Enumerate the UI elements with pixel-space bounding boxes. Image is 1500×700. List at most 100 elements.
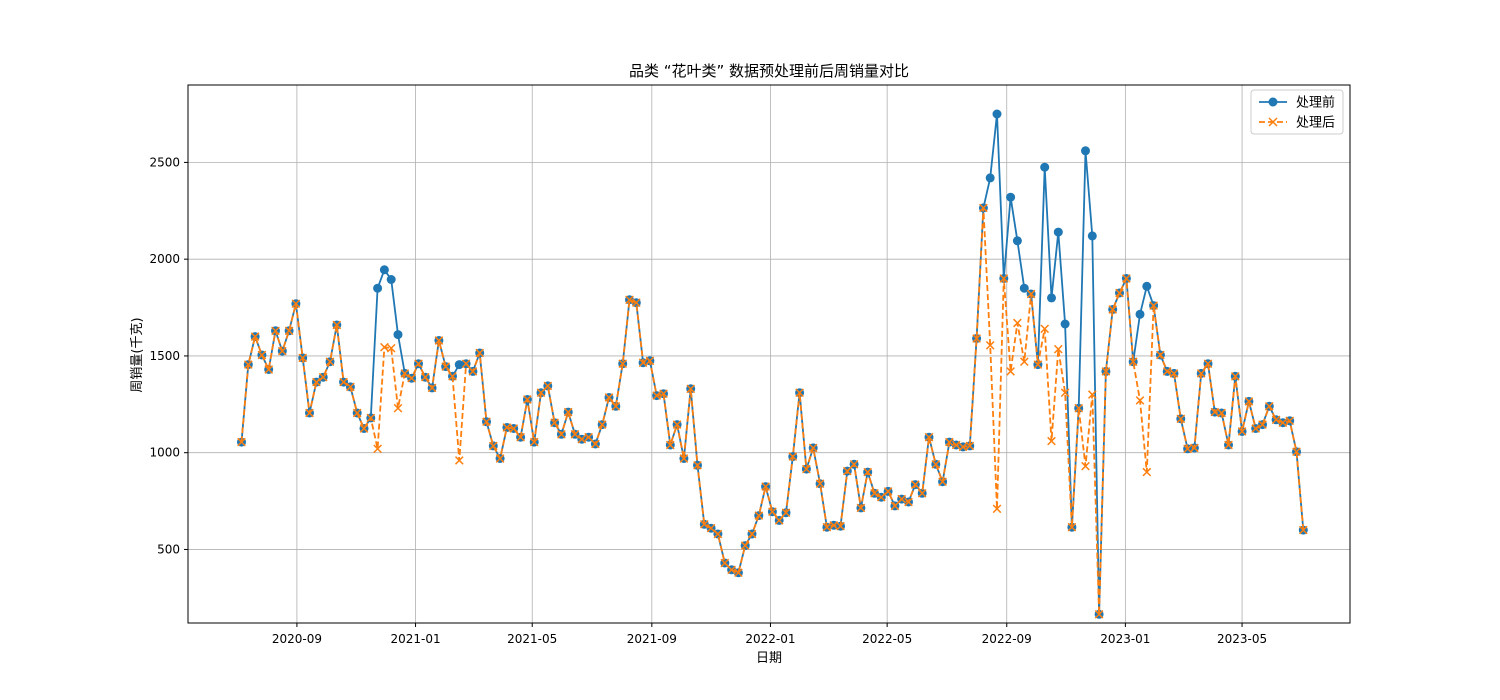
data-point-after: [1285, 416, 1295, 426]
data-point-after: [277, 346, 287, 356]
data-point-after: [250, 332, 260, 341]
legend-label-after: 处理后: [1296, 116, 1335, 131]
data-point-after: [563, 407, 573, 417]
data-point-before: [1135, 309, 1145, 319]
y-tick-label: 500: [157, 542, 180, 556]
data-point-after: [836, 521, 845, 531]
data-point-after: [434, 336, 444, 345]
data-point-after: [264, 365, 274, 374]
data-point-after: [237, 437, 246, 447]
data-point-after: [720, 558, 730, 568]
data-point-after: [1156, 350, 1165, 360]
data-point-after: [999, 274, 1009, 283]
data-point-after: [400, 369, 410, 378]
data-point-after: [448, 371, 457, 381]
data-point-after: [645, 356, 655, 366]
x-tick-label: 2023-05: [1217, 632, 1267, 646]
data-point-after: [1292, 447, 1301, 457]
data-point-before: [1012, 236, 1022, 246]
y-axis-label: 周销量(千克): [130, 317, 145, 392]
data-point-after: [523, 395, 532, 404]
data-point-after: [1108, 305, 1118, 314]
data-point-after: [1040, 324, 1050, 334]
data-point-after: [257, 350, 267, 360]
data-point-after: [441, 362, 451, 371]
data-point-after: [965, 441, 975, 451]
data-point-after: [570, 429, 580, 439]
data-point-after: [734, 568, 743, 578]
data-point-after: [795, 388, 804, 398]
data-point-after: [1217, 408, 1226, 418]
x-tick-label: 2022-09: [982, 632, 1032, 646]
data-point-before: [1047, 293, 1056, 303]
data-point-after: [870, 488, 879, 498]
legend: 处理前 处理后: [1250, 89, 1344, 135]
data-point-after: [1074, 403, 1084, 413]
data-point-after: [1244, 397, 1254, 406]
y-tick-label: 1000: [149, 446, 180, 460]
data-point-after: [243, 360, 253, 369]
data-point-after: [1224, 440, 1233, 450]
data-point-after: [284, 326, 294, 336]
data-point-after: [822, 522, 832, 532]
data-point-after: [910, 480, 920, 489]
data-point-after: [686, 384, 696, 394]
data-point-after: [482, 417, 491, 427]
data-point-after: [325, 357, 335, 367]
data-point-after: [802, 464, 811, 474]
data-point-after: [652, 391, 662, 400]
data-point-after: [727, 565, 736, 575]
data-point-after: [1019, 357, 1029, 367]
data-point-after: [856, 503, 866, 513]
data-point-after: [380, 342, 389, 352]
data-point-after: [740, 541, 750, 550]
data-point-after: [543, 381, 553, 391]
data-point-after: [747, 529, 757, 539]
x-axis-ticks: 2020-09 2021-01 2021-05 2021-09 2022-01 2022-…: [272, 623, 1267, 646]
data-point-after: [536, 388, 546, 398]
data-point-after: [985, 340, 995, 350]
y-tick-label: 1500: [149, 349, 180, 363]
data-point-before: [1019, 283, 1029, 293]
data-point-after: [768, 507, 777, 517]
series-line-before: [240, 113, 1305, 616]
data-point-after: [1162, 367, 1172, 376]
x-tick-label: 2022-05: [862, 632, 912, 646]
data-point-after: [584, 432, 593, 442]
data-point-after: [393, 403, 403, 413]
data-point-after: [979, 203, 988, 213]
data-point-after: [1176, 414, 1186, 424]
data-point-after: [495, 454, 505, 463]
data-point-after: [407, 373, 416, 383]
data-point-after: [550, 418, 559, 428]
x-tick-label: 2022-01: [745, 632, 795, 646]
data-point-after: [373, 444, 382, 454]
data-point-after: [420, 372, 430, 382]
data-point-after: [842, 466, 852, 476]
y-axis-ticks: 500 1000 1500 2000 2500: [149, 155, 188, 556]
data-point-after: [1115, 288, 1124, 298]
legend-marker-before: [1268, 97, 1278, 107]
data-point-after: [461, 359, 471, 369]
data-point-after: [604, 393, 614, 402]
data-point-after: [951, 440, 961, 450]
data-point-after: [1196, 369, 1206, 378]
data-point-after: [1271, 415, 1281, 425]
data-point-after: [631, 298, 641, 308]
series-layer: [237, 109, 1308, 619]
x-tick-label: 2021-01: [390, 632, 440, 646]
chart-title: 品类 “花叶类” 数据预处理前后周销量对比: [629, 62, 909, 80]
data-point-after: [1237, 427, 1247, 436]
data-point-after: [938, 477, 947, 487]
data-point-after: [625, 295, 634, 305]
data-point-after: [774, 516, 784, 525]
data-point-after: [1047, 436, 1056, 446]
data-point-after: [1190, 443, 1199, 453]
data-point-after: [291, 299, 301, 309]
data-point-after: [972, 334, 981, 343]
x-tick-label: 2020-09: [272, 632, 322, 646]
data-point-after: [1278, 418, 1288, 428]
data-point-after: [1251, 424, 1261, 433]
data-point-before: [985, 173, 995, 183]
data-point-after: [366, 413, 376, 423]
